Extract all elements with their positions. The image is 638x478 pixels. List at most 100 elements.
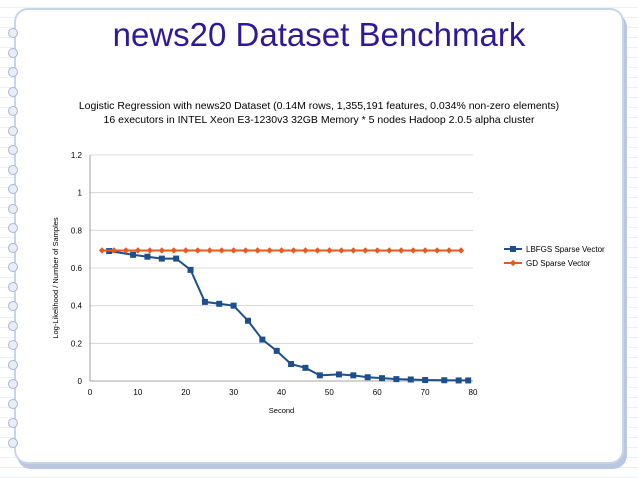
spiral-dot <box>8 125 18 136</box>
spiral-dot <box>8 281 18 292</box>
data-point <box>397 247 405 254</box>
data-point <box>244 317 251 324</box>
x-tick-label: 30 <box>229 388 238 397</box>
data-point <box>273 347 280 354</box>
data-point <box>182 247 189 254</box>
spiral-dot <box>8 106 18 116</box>
data-point <box>314 247 321 254</box>
data-point <box>421 247 429 254</box>
y-tick-label: 0.8 <box>71 226 83 235</box>
data-point <box>201 298 208 305</box>
x-tick-label: 0 <box>88 388 93 397</box>
x-tick-label: 10 <box>133 388 142 397</box>
slide-card <box>14 8 624 464</box>
data-point <box>386 247 393 254</box>
data-point <box>206 247 213 254</box>
spiral-dot <box>8 437 18 448</box>
data-point <box>335 371 342 378</box>
data-point <box>230 302 237 309</box>
data-point <box>266 247 273 254</box>
data-point <box>326 247 333 254</box>
data-point <box>134 247 142 254</box>
data-point <box>364 374 371 381</box>
y-tick-label: 0.2 <box>71 339 83 348</box>
spiral-dot <box>8 203 18 214</box>
data-point <box>350 247 357 254</box>
data-point <box>362 247 369 254</box>
y-tick-label: 1.2 <box>71 151 83 160</box>
spiral-dot <box>8 262 18 272</box>
data-point <box>338 247 345 254</box>
spiral-dot <box>8 47 18 58</box>
legend-label: GD Sparse Vector <box>526 259 591 268</box>
spiral-dot <box>8 28 18 38</box>
data-point <box>445 247 453 254</box>
legend-label: LBFGS Sparse Vector <box>526 245 605 254</box>
slide-title: news20 Dataset Benchmark <box>112 16 526 53</box>
legend-marker <box>510 246 516 252</box>
data-point <box>158 247 166 254</box>
data-point <box>259 336 266 343</box>
y-tick-label: 1 <box>78 189 83 198</box>
spiral-dot <box>8 164 18 175</box>
data-point <box>316 372 323 379</box>
data-point <box>441 377 448 384</box>
data-point <box>457 247 465 254</box>
data-point <box>393 376 400 383</box>
x-axis-label: Second <box>269 406 294 415</box>
data-point <box>422 377 429 384</box>
data-point <box>158 255 165 262</box>
spiral-dot <box>8 184 18 194</box>
spiral-dot <box>8 398 18 409</box>
data-point <box>98 247 106 254</box>
data-point <box>144 253 151 260</box>
chart-title: Logistic Regression with news20 Dataset … <box>78 100 560 112</box>
data-point <box>173 255 180 262</box>
data-point <box>278 247 285 254</box>
data-point <box>218 247 225 254</box>
data-point <box>302 247 309 254</box>
data-point <box>187 266 194 273</box>
legend-marker <box>509 259 517 267</box>
data-point <box>242 247 249 254</box>
data-point <box>302 364 309 371</box>
data-point <box>146 247 154 254</box>
spiral-dot <box>8 145 18 155</box>
spiral-dot <box>8 320 18 331</box>
x-tick-label: 50 <box>325 388 334 397</box>
x-tick-label: 60 <box>373 388 382 397</box>
series-line-lbfgs <box>108 250 469 382</box>
x-tick-label: 70 <box>421 388 430 397</box>
data-point <box>455 377 462 384</box>
spiral-dot <box>8 223 18 233</box>
spiral-dot <box>8 379 18 389</box>
data-point <box>374 247 381 254</box>
spiral-dot <box>8 301 18 311</box>
spiral-dot <box>8 242 18 253</box>
y-tick-label: 0.4 <box>71 302 83 311</box>
spiral-dot <box>8 359 18 370</box>
data-point <box>216 300 223 307</box>
spiral-dot <box>8 67 18 77</box>
data-point <box>110 247 118 254</box>
data-point <box>290 247 297 254</box>
data-point <box>379 375 386 382</box>
x-tick-label: 20 <box>181 388 190 397</box>
y-tick-label: 0.6 <box>71 264 83 273</box>
x-tick-label: 80 <box>469 388 478 397</box>
data-point <box>254 247 261 254</box>
data-point <box>230 247 237 254</box>
data-point <box>288 361 295 368</box>
data-point <box>130 251 137 258</box>
data-point <box>122 247 130 254</box>
x-tick-label: 40 <box>277 388 286 397</box>
data-point <box>407 376 414 383</box>
y-tick-label: 0 <box>78 377 83 386</box>
data-point <box>350 372 357 379</box>
chart-subtitle: 16 executors in INTEL Xeon E3-1230v3 32G… <box>103 114 535 126</box>
spiral-dot <box>8 86 18 97</box>
data-point <box>433 247 441 254</box>
data-point <box>194 247 201 254</box>
y-axis-label: Log-Likelihood / Number of Samples <box>51 217 60 339</box>
